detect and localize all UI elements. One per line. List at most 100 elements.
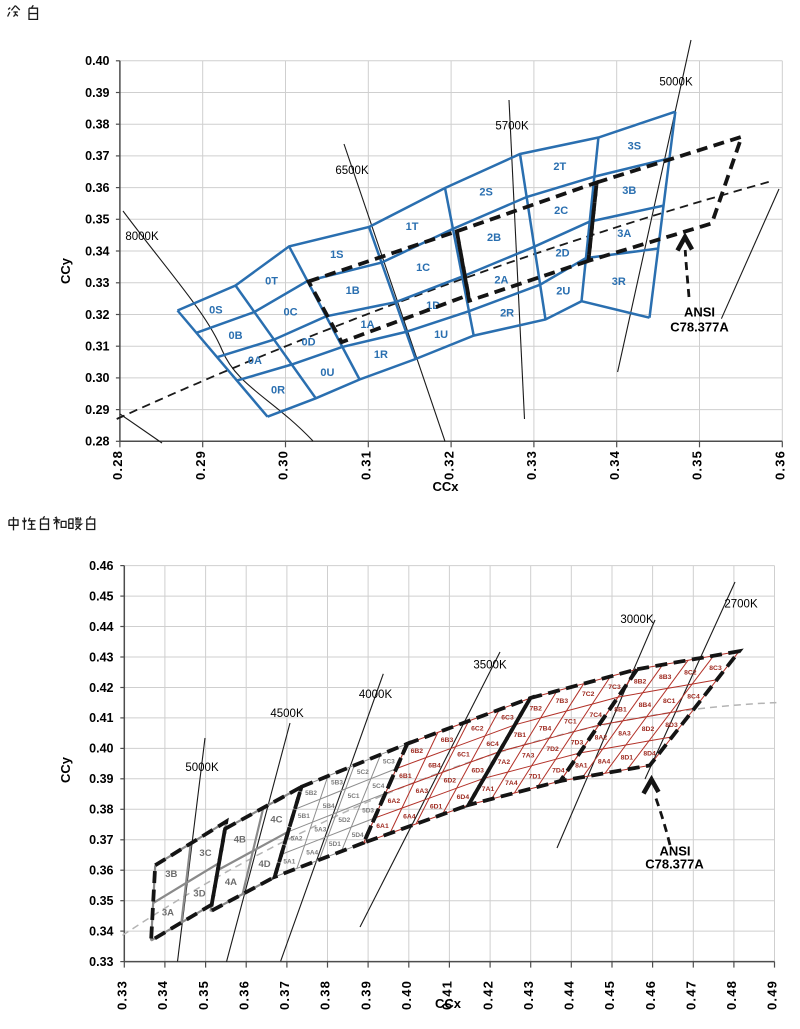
svg-text:5B1: 5B1 [298,813,310,820]
svg-text:5C2: 5C2 [357,769,369,776]
svg-text:6B3: 6B3 [441,737,454,744]
svg-text:0.42: 0.42 [89,681,113,695]
svg-text:8C1: 8C1 [663,698,676,705]
svg-text:4000K: 4000K [359,689,393,701]
svg-text:2B: 2B [487,232,501,244]
svg-text:0.34: 0.34 [85,244,109,258]
svg-text:0.30: 0.30 [85,371,109,385]
svg-text:0.37: 0.37 [277,980,292,1010]
svg-text:ANSI: ANSI [684,305,715,320]
svg-text:0.43: 0.43 [521,980,536,1010]
svg-text:6A3: 6A3 [416,788,429,795]
svg-text:6C1: 6C1 [457,752,470,759]
svg-text:0.35: 0.35 [690,450,705,480]
svg-text:0.49: 0.49 [765,980,780,1010]
svg-text:5000K: 5000K [185,762,219,774]
svg-text:4D: 4D [259,859,271,870]
svg-text:5A4: 5A4 [306,850,318,857]
svg-text:3C: 3C [199,848,211,859]
svg-text:0U: 0U [320,367,334,379]
svg-text:C78.377A: C78.377A [645,857,704,872]
svg-text:8A1: 8A1 [575,762,588,769]
svg-text:7A1: 7A1 [482,786,495,793]
svg-text:5C4: 5C4 [372,783,384,790]
svg-text:0.30: 0.30 [276,450,291,480]
svg-text:CCy: CCy [58,257,73,284]
svg-text:0C: 0C [283,307,297,319]
svg-text:0.40: 0.40 [85,54,109,68]
svg-text:4500K: 4500K [270,708,304,720]
svg-text:0.34: 0.34 [155,980,170,1010]
svg-text:7C3: 7C3 [608,684,621,691]
svg-text:0.28: 0.28 [110,450,125,480]
svg-text:1B: 1B [346,285,360,297]
svg-text:0.31: 0.31 [359,450,374,480]
svg-text:5A2: 5A2 [291,836,303,843]
svg-text:6D3: 6D3 [471,767,484,774]
svg-text:3B: 3B [622,185,636,197]
svg-text:5B4: 5B4 [323,803,335,810]
svg-text:5700K: 5700K [495,121,529,133]
svg-text:0T: 0T [265,276,278,288]
svg-text:6C4: 6C4 [486,741,499,748]
svg-text:0.46: 0.46 [643,980,658,1010]
svg-text:8B4: 8B4 [639,702,652,709]
svg-text:0.29: 0.29 [85,403,109,417]
svg-text:0.46: 0.46 [89,559,113,573]
svg-text:0.42: 0.42 [480,980,495,1010]
svg-text:0.45: 0.45 [89,589,113,603]
svg-text:8B3: 8B3 [659,674,672,681]
svg-text:7A4: 7A4 [505,780,518,787]
svg-text:8000K: 8000K [125,231,159,243]
svg-text:8D3: 8D3 [665,722,678,729]
svg-text:7B2: 7B2 [529,705,542,712]
svg-text:8C2: 8C2 [684,670,697,677]
svg-text:6D1: 6D1 [430,804,443,811]
svg-text:7B4: 7B4 [539,725,552,732]
svg-text:0.40: 0.40 [399,980,414,1010]
svg-text:6A4: 6A4 [403,813,416,820]
svg-text:2T: 2T [553,161,566,173]
svg-text:0.40: 0.40 [89,742,113,756]
svg-text:0.34: 0.34 [607,450,622,480]
svg-text:0.38: 0.38 [318,980,333,1010]
svg-text:0.35: 0.35 [89,894,113,908]
svg-text:5B3: 5B3 [331,780,343,787]
svg-text:3D: 3D [193,889,205,900]
svg-text:5000K: 5000K [659,77,693,89]
svg-text:8B1: 8B1 [614,706,627,713]
svg-text:7D3: 7D3 [571,740,584,747]
svg-text:1C: 1C [416,262,430,274]
svg-text:1S: 1S [330,249,343,261]
svg-text:8D4: 8D4 [643,751,656,758]
svg-text:7B1: 7B1 [514,732,527,739]
svg-text:7A3: 7A3 [522,753,535,760]
svg-text:8D1: 8D1 [621,755,634,762]
svg-text:0.33: 0.33 [115,980,130,1010]
svg-text:2C: 2C [554,205,568,217]
svg-text:ANSI: ANSI [659,844,690,859]
svg-text:8A2: 8A2 [595,734,608,741]
svg-text:2700K: 2700K [724,599,758,611]
svg-text:5B2: 5B2 [305,790,317,797]
svg-text:C78.377A: C78.377A [670,320,729,335]
svg-text:3000K: 3000K [620,614,654,626]
svg-text:0.38: 0.38 [89,803,113,817]
svg-text:0D: 0D [301,336,315,348]
svg-text:7C4: 7C4 [589,712,602,719]
svg-text:5D1: 5D1 [329,841,341,848]
svg-text:5C3: 5C3 [383,759,395,766]
svg-text:0.47: 0.47 [684,980,699,1010]
svg-text:0.39: 0.39 [85,86,109,100]
svg-text:7C2: 7C2 [582,691,595,698]
svg-text:6D4: 6D4 [457,794,470,801]
svg-text:6B2: 6B2 [411,748,424,755]
svg-text:0.45: 0.45 [602,980,617,1010]
svg-text:2U: 2U [556,285,570,297]
svg-text:0.39: 0.39 [89,772,113,786]
svg-text:0.36: 0.36 [85,181,109,195]
svg-text:8A4: 8A4 [598,758,611,765]
svg-text:0.37: 0.37 [89,833,113,847]
svg-text:5D2: 5D2 [338,817,350,824]
svg-text:8C4: 8C4 [687,694,700,701]
